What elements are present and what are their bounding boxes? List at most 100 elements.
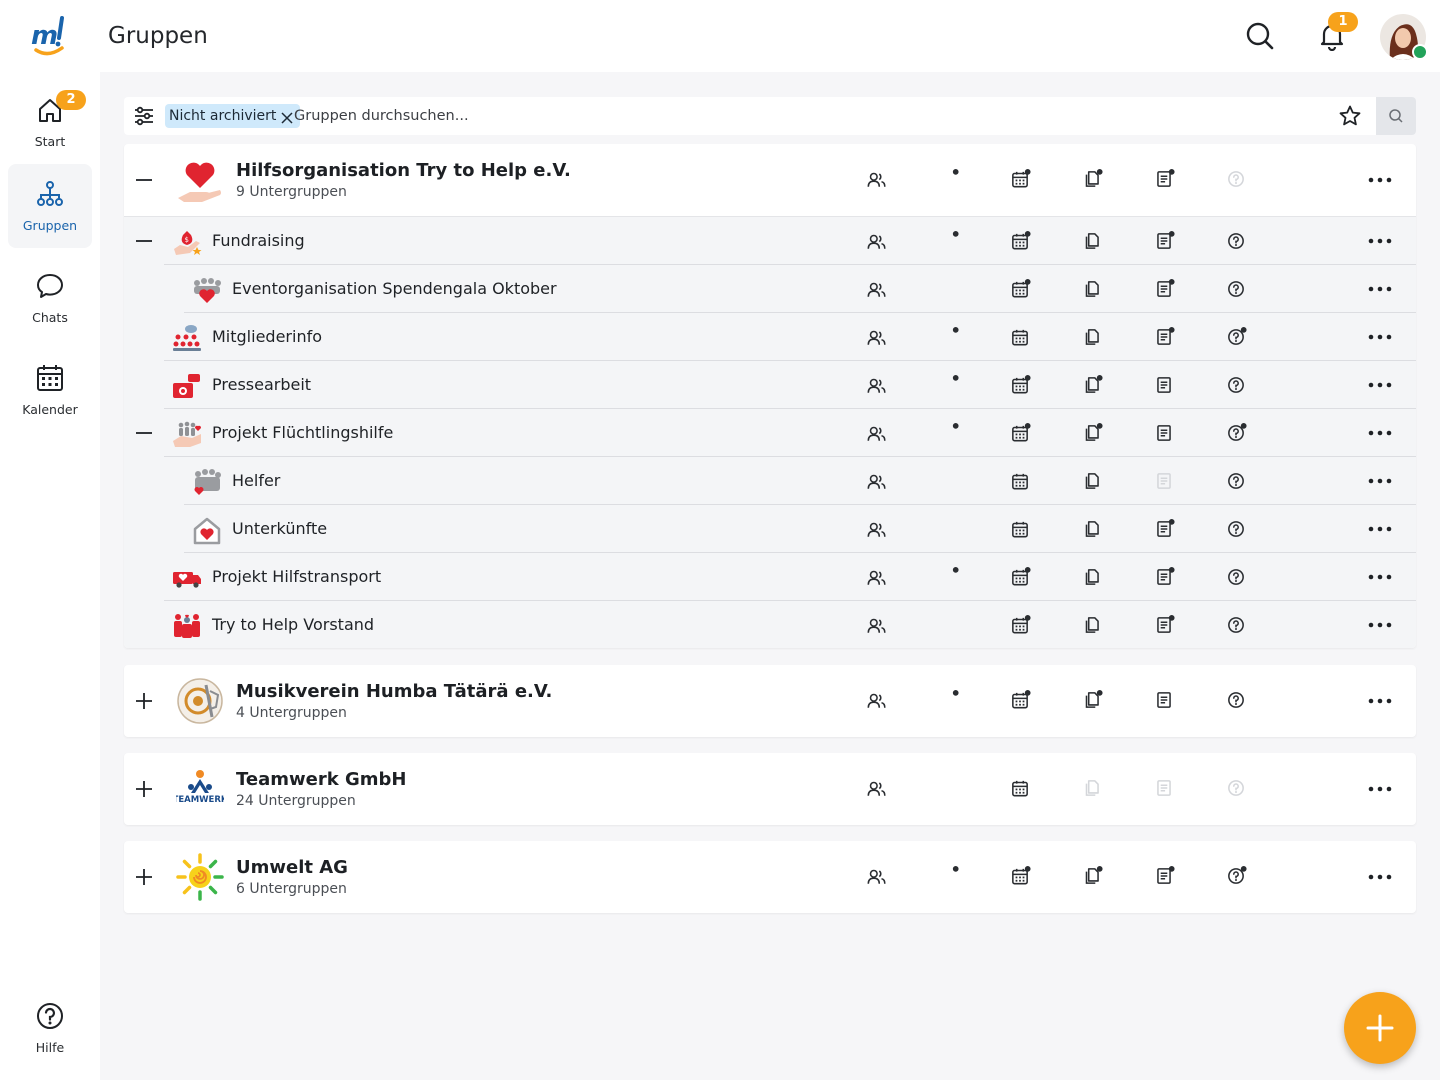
group-row[interactable]: Umwelt AG 6 Untergruppen [124,841,1416,913]
calendar-icon[interactable] [1009,470,1031,492]
group-name[interactable]: Umwelt AG [236,857,348,878]
notes-icon[interactable] [1153,865,1175,887]
sidebar-item-kalender[interactable]: Kalender [8,348,92,432]
notes-icon[interactable] [1153,470,1175,492]
sidebar-item-gruppen[interactable]: Gruppen [8,164,92,248]
collapse-icon[interactable] [132,229,156,253]
calendar-icon[interactable] [1009,566,1031,588]
subgroup-name[interactable]: Unterkünfte [232,519,328,538]
search-icon[interactable] [1240,16,1280,56]
expand-icon[interactable] [132,689,156,713]
notes-icon[interactable] [1153,777,1175,799]
files-icon[interactable] [1081,865,1103,887]
more-menu-icon[interactable] [1364,373,1396,397]
subgroup-row[interactable]: Projekt Hilfstransport [164,553,1416,601]
notes-icon[interactable] [1153,326,1175,348]
members-icon[interactable] [865,230,887,252]
subgroup-name[interactable]: Projekt Hilfstransport [212,567,382,586]
search-input[interactable] [294,102,1334,130]
members-icon[interactable] [865,614,887,636]
sidebar-item-hilfe[interactable]: Hilfe [8,986,92,1070]
help-icon[interactable] [1225,614,1247,636]
files-icon[interactable] [1081,614,1103,636]
files-icon[interactable] [1081,168,1103,190]
collapse-icon[interactable] [132,421,156,445]
calendar-icon[interactable] [1009,777,1031,799]
search-button[interactable] [1376,97,1416,135]
calendar-icon[interactable] [1009,326,1031,348]
members-icon[interactable] [865,689,887,711]
help-icon[interactable] [1225,865,1247,887]
members-icon[interactable] [865,278,887,300]
group-row[interactable]: TEAMWERK Teamwerk GmbH 24 Untergruppen [124,753,1416,825]
close-icon[interactable] [280,109,294,124]
subgroup-row[interactable]: $ Fundraising [136,217,1416,265]
more-menu-icon[interactable] [1364,517,1396,541]
chat-icon[interactable] [937,777,959,799]
members-icon[interactable] [865,865,887,887]
group-row[interactable]: Hilfsorganisation Try to Help e.V. 9 Unt… [124,144,1416,216]
subgroup-row[interactable]: Mitgliederinfo [164,313,1416,361]
notes-icon[interactable] [1153,518,1175,540]
subgroup-row[interactable]: Projekt Flüchtlingshilfe [136,409,1416,457]
files-icon[interactable] [1081,777,1103,799]
calendar-icon[interactable] [1009,230,1031,252]
group-name[interactable]: Teamwerk GmbH [236,769,407,790]
members-icon[interactable] [865,374,887,396]
notes-icon[interactable] [1153,689,1175,711]
calendar-icon[interactable] [1009,422,1031,444]
subgroup-row[interactable]: Unterkünfte [184,505,1416,553]
calendar-icon[interactable] [1009,865,1031,887]
chat-icon[interactable] [937,374,959,396]
subgroup-name[interactable]: Try to Help Vorstand [212,615,375,634]
chat-icon[interactable] [937,518,959,540]
more-menu-icon[interactable] [1364,613,1396,637]
expand-icon[interactable] [132,865,156,889]
help-icon[interactable] [1225,566,1247,588]
members-icon[interactable] [865,518,887,540]
calendar-icon[interactable] [1009,689,1031,711]
sidebar-item-chats[interactable]: Chats [8,256,92,340]
notes-icon[interactable] [1153,422,1175,444]
subgroup-name[interactable]: Mitgliederinfo [212,327,322,346]
calendar-icon[interactable] [1009,614,1031,636]
more-menu-icon[interactable] [1364,325,1396,349]
files-icon[interactable] [1081,278,1103,300]
filter-icon[interactable] [132,104,156,128]
subgroup-name[interactable]: Projekt Flüchtlingshilfe [212,423,394,442]
members-icon[interactable] [865,326,887,348]
add-group-button[interactable] [1344,992,1416,1064]
files-icon[interactable] [1081,566,1103,588]
more-menu-icon[interactable] [1364,277,1396,301]
members-icon[interactable] [865,777,887,799]
files-icon[interactable] [1081,326,1103,348]
more-menu-icon[interactable] [1364,421,1396,445]
files-icon[interactable] [1081,230,1103,252]
notes-icon[interactable] [1153,168,1175,190]
subgroup-name[interactable]: Pressearbeit [212,375,312,394]
group-name[interactable]: Musikverein Humba Tätärä e.V. [236,681,553,702]
subgroup-row[interactable]: Try to Help Vorstand [164,601,1416,649]
calendar-icon[interactable] [1009,168,1031,190]
notes-icon[interactable] [1153,374,1175,396]
help-icon[interactable] [1225,326,1247,348]
notes-icon[interactable] [1153,566,1175,588]
subgroup-row[interactable]: Helfer [184,457,1416,505]
members-icon[interactable] [865,422,887,444]
help-icon[interactable] [1225,689,1247,711]
more-menu-icon[interactable] [1364,229,1396,253]
app-logo[interactable]: m [28,14,72,58]
chat-icon[interactable] [937,326,959,348]
help-icon[interactable] [1225,278,1247,300]
more-menu-icon[interactable] [1364,777,1396,801]
chat-icon[interactable] [937,566,959,588]
help-icon[interactable] [1225,470,1247,492]
help-icon[interactable] [1225,777,1247,799]
files-icon[interactable] [1081,689,1103,711]
collapse-icon[interactable] [132,168,156,192]
members-icon[interactable] [865,168,887,190]
members-icon[interactable] [865,566,887,588]
help-icon[interactable] [1225,374,1247,396]
help-icon[interactable] [1225,168,1247,190]
chat-icon[interactable] [937,689,959,711]
